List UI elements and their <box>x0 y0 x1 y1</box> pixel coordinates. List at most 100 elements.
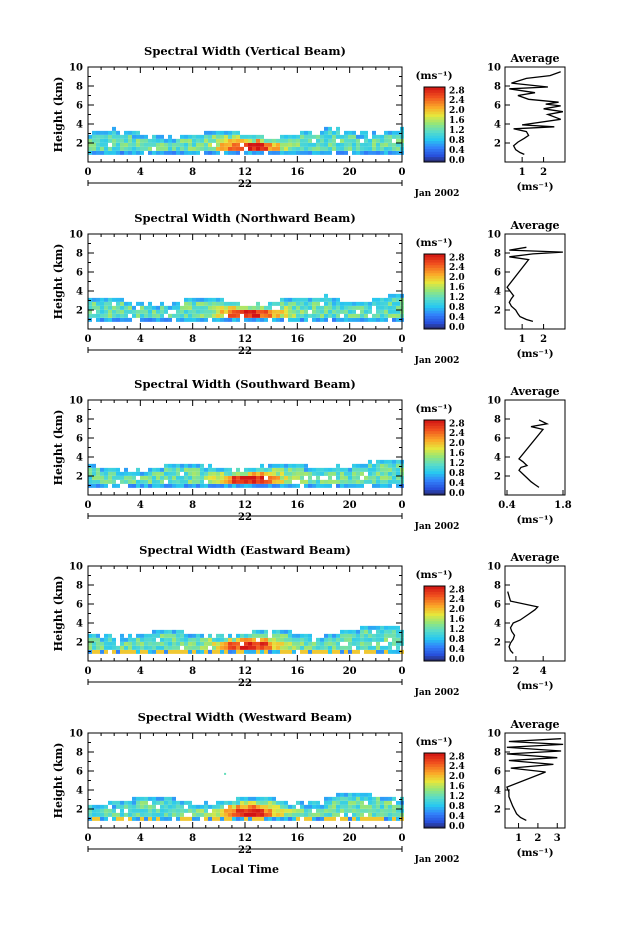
heatmap-cell <box>324 816 328 821</box>
heatmap-cell <box>204 471 208 476</box>
heatmap-cell <box>144 471 148 476</box>
heatmap-cell <box>272 150 276 155</box>
heatmap-cell <box>212 130 216 135</box>
heatmap-cell <box>148 633 152 638</box>
heatmap-cell <box>388 816 392 821</box>
heatmap-cell <box>196 645 200 650</box>
heatmap-cell <box>328 645 332 650</box>
y-axis-label: Height (km) <box>52 77 65 153</box>
profile-title: Average <box>509 52 559 65</box>
x-tick-label: 16 <box>290 666 304 677</box>
heatmap-cell <box>156 808 160 813</box>
heatmap-cell <box>196 134 200 139</box>
heatmap-cell <box>360 130 364 135</box>
y-tick-label: 6 <box>76 101 83 112</box>
heatmap-cell <box>220 645 224 650</box>
heatmap-cell <box>308 808 312 813</box>
heatmap-cell <box>380 645 384 650</box>
heatmap-cell <box>372 467 376 472</box>
x-tick-label: 20 <box>343 833 357 844</box>
heatmap-cell <box>168 467 172 472</box>
heatmap-cell <box>96 645 100 650</box>
colorbar-segment <box>424 634 445 638</box>
heatmap-cell <box>140 309 144 314</box>
heatmap-cell <box>264 313 268 318</box>
heatmap-cell <box>240 800 244 805</box>
heatmap-cell <box>88 142 92 147</box>
heatmap-cell <box>336 317 340 322</box>
heatmap-cell <box>248 146 252 151</box>
heatmap-cell <box>288 633 292 638</box>
heatmap-cell <box>364 134 368 139</box>
heatmap-cell <box>140 479 144 484</box>
heatmap-cell <box>136 142 140 147</box>
heatmap-cell <box>200 463 204 468</box>
heatmap-cell <box>96 804 100 809</box>
heatmap-cell <box>360 142 364 147</box>
heatmap-cell <box>264 146 268 151</box>
heatmap-cell <box>240 305 244 310</box>
heatmap-cell <box>120 475 124 480</box>
heatmap-cell <box>212 641 216 646</box>
heatmap-cell <box>212 305 216 310</box>
heatmap-cell <box>156 150 160 155</box>
heatmap-cell <box>152 812 156 817</box>
heatmap-cell <box>148 471 152 476</box>
heatmap-cell <box>136 649 140 654</box>
heatmap-cell <box>280 463 284 468</box>
heatmap-cell <box>168 305 172 310</box>
heatmap-cell <box>184 138 188 143</box>
heatmap-cell <box>192 641 196 646</box>
heatmap-cell <box>92 808 96 813</box>
heatmap-cell <box>364 479 368 484</box>
heatmap-cell <box>180 641 184 646</box>
heatmap-cell <box>288 134 292 139</box>
heatmap-cell <box>108 471 112 476</box>
heatmap-cell <box>356 800 360 805</box>
heatmap-cell <box>132 479 136 484</box>
heatmap-cell <box>160 305 164 310</box>
heatmap-cell <box>372 134 376 139</box>
heatmap-cell <box>264 629 268 634</box>
heatmap-cell <box>192 317 196 322</box>
heatmap-cell <box>368 804 372 809</box>
heatmap-cell <box>156 471 160 476</box>
heatmap-cell <box>352 463 356 468</box>
heatmap-cell <box>128 305 132 310</box>
heatmap-cell <box>148 641 152 646</box>
heatmap-cell <box>344 792 348 797</box>
heatmap-cell <box>368 479 372 484</box>
heatmap-cell <box>256 812 260 817</box>
heatmap-cell <box>196 816 200 821</box>
heatmap-cell <box>108 305 112 310</box>
heatmap-cell <box>176 301 180 306</box>
heatmap-cell <box>216 130 220 135</box>
heatmap-cell <box>320 134 324 139</box>
heatmap-cell <box>388 130 392 135</box>
heatmap-cell <box>308 138 312 143</box>
heatmap-cell <box>272 479 276 484</box>
heatmap-cell <box>152 816 156 821</box>
heatmap-cell <box>352 134 356 139</box>
profile-x-tick-label: 1 <box>515 833 522 844</box>
colorbar-segment <box>424 420 445 424</box>
heatmap-cell <box>184 641 188 646</box>
colorbar-tick-label: 0.4 <box>449 313 465 323</box>
colorbar-segment <box>424 470 445 475</box>
heatmap-cell <box>208 313 212 318</box>
heatmap-cell <box>356 633 360 638</box>
heatmap-cell <box>140 317 144 322</box>
heatmap-cell <box>332 313 336 318</box>
heatmap-cell <box>208 309 212 314</box>
heatmap-cell <box>352 804 356 809</box>
heatmap-cell <box>308 475 312 480</box>
panel-5: Spectral Width (Westward Beam)0 4 8 12 16 20 0… <box>52 710 566 876</box>
heatmap-cell <box>196 479 200 484</box>
heatmap-cell <box>220 808 224 813</box>
heatmap-cell <box>96 467 100 472</box>
heatmap-cell <box>116 150 120 155</box>
heatmap-cell <box>356 475 360 480</box>
heatmap-cell <box>216 479 220 484</box>
heatmap-cell <box>164 150 168 155</box>
heatmap-cell <box>304 641 308 646</box>
